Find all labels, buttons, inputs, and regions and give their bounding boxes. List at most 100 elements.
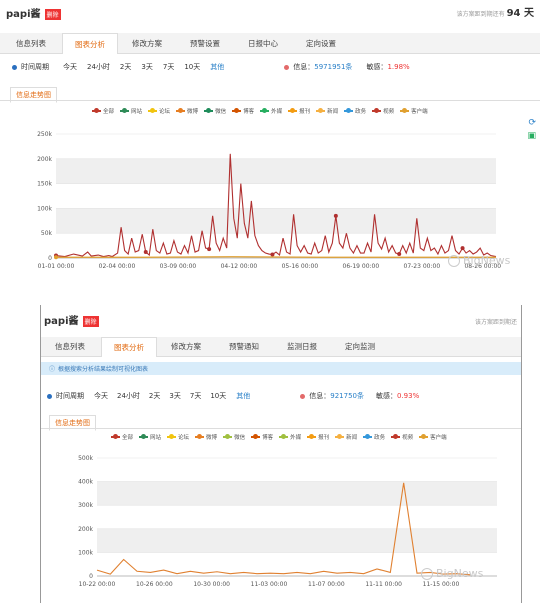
s1-y-tick-0: 0 [48, 255, 52, 262]
s1-y-tick-4: 200k [37, 156, 52, 163]
s2-legend-item-1[interactable]: 网站 [139, 433, 161, 441]
s2-series-line-0 [96, 482, 471, 576]
s2-legend-item-8[interactable]: 新闻 [335, 433, 357, 441]
period-other-link[interactable]: 其他 [210, 63, 225, 71]
period-options-2: 今天 24小时 2天 3天 7天 10天 [94, 391, 226, 401]
s2-legend-item-5[interactable]: 博客 [251, 433, 273, 441]
s1-tab-0[interactable]: 信息列表 [16, 38, 46, 48]
s2-period-option-3[interactable]: 3天 [169, 392, 181, 400]
s1-x-tick-5: 06-19 00:00 [343, 263, 380, 270]
refresh-icon[interactable]: ⟳ [528, 118, 536, 128]
chart-tab-trend-2[interactable]: 信息走势图 [49, 415, 96, 431]
s2-tab-2[interactable]: 修改方案 [171, 342, 201, 351]
s1-legend-item-3[interactable]: 微博 [176, 107, 198, 115]
s1-tab-1[interactable]: 图表分析 [62, 33, 118, 54]
s1-tab-3[interactable]: 预警设置 [190, 38, 220, 48]
watermark-2: BigNews [421, 567, 483, 580]
s2-period-option-5[interactable]: 10天 [210, 392, 227, 400]
s2-grid-band-3 [97, 481, 497, 506]
s1-legend-label-3: 微博 [187, 109, 199, 115]
s1-legend-item-4[interactable]: 微信 [204, 107, 226, 115]
s2-legend-label-10: 视频 [402, 435, 414, 441]
s2-x-tick-4: 11-07 00:00 [308, 581, 345, 588]
info-count-2[interactable]: 921750条 [330, 392, 364, 400]
chart-tab-trend[interactable]: 信息走势图 [10, 87, 57, 103]
s1-legend-label-9: 政务 [355, 109, 367, 115]
s1-period-option-5[interactable]: 10天 [184, 63, 201, 71]
s2-tab-4[interactable]: 监测日报 [287, 342, 317, 351]
info-label: 信息： [293, 63, 315, 71]
project-title-text-2: papi酱 [44, 316, 79, 327]
s1-series-line-0 [55, 153, 497, 258]
s2-legend-item-7[interactable]: 报刊 [307, 433, 329, 441]
s2-period-option-2[interactable]: 2天 [148, 392, 161, 400]
period-bar-2: 时间周期 今天 24小时 2天 3天 7天 10天 其他 信息： 921750条 敏感： … [41, 389, 521, 403]
s2-legend-item-10[interactable]: 视频 [391, 433, 413, 441]
s2-legend-label-6: 外媒 [290, 435, 302, 441]
s1-tab-5[interactable]: 定向设置 [306, 38, 336, 48]
s1-legend-item-9[interactable]: 政务 [344, 107, 366, 115]
s1-period-option-2[interactable]: 2天 [119, 63, 132, 71]
s2-legend-marker-9 [363, 434, 373, 439]
s2-legend-item-6[interactable]: 外媒 [279, 433, 301, 441]
s1-legend-item-2[interactable]: 论坛 [148, 107, 170, 115]
s1-legend-label-2: 论坛 [159, 109, 171, 115]
delete-badge[interactable]: 删除 [44, 8, 61, 20]
s2-legend-item-0[interactable]: 全部 [111, 433, 133, 441]
s1-x-tick-0: 01-01 00:00 [38, 263, 75, 270]
s2-legend-item-4[interactable]: 微信 [223, 433, 245, 441]
watermark: BigNews [448, 254, 510, 267]
s2-period-option-0[interactable]: 今天 [94, 392, 108, 400]
s2-tab-5[interactable]: 定向监测 [345, 342, 375, 351]
s1-legend-item-7[interactable]: 报刊 [288, 107, 310, 115]
s2-legend-label-0: 全部 [122, 435, 134, 441]
s2-legend-item-9[interactable]: 政务 [363, 433, 385, 441]
s2-tab-3[interactable]: 预警通知 [229, 342, 259, 351]
s1-legend-item-5[interactable]: 博客 [232, 107, 254, 115]
s2-legend-label-1: 网站 [150, 435, 162, 441]
s2-x-tick-5: 11-11 00:00 [365, 581, 402, 588]
s1-legend-item-6[interactable]: 外媒 [260, 107, 282, 115]
s1-legend-marker-2 [148, 108, 158, 113]
info-count[interactable]: 5971951条 [314, 63, 353, 71]
s1-period-option-1[interactable]: 24小时 [87, 63, 110, 71]
screenshot-top: papi酱 删除 该方案距到期还有 94 天 信息列表 图表分析 修改方案 预警设置 日报… [0, 0, 540, 282]
s2-legend-marker-7 [307, 434, 317, 439]
s1-legend-item-8[interactable]: 新闻 [316, 107, 338, 115]
s2-tab-1[interactable]: 图表分析 [101, 337, 157, 357]
s2-legend-label-11: 客户端 [430, 435, 447, 441]
s2-period-option-1[interactable]: 24小时 [117, 392, 140, 400]
s1-period-option-4[interactable]: 7天 [162, 63, 175, 71]
s2-y-tick-0: 0 [89, 573, 93, 580]
period-other-link-2[interactable]: 其他 [236, 392, 251, 400]
s1-legend-item-10[interactable]: 视频 [372, 107, 394, 115]
s1-legend-item-0[interactable]: 全部 [92, 107, 114, 115]
export-icon[interactable]: ▣ [527, 131, 536, 141]
delete-badge-2[interactable]: 删除 [82, 315, 99, 327]
s2-legend-item-11[interactable]: 客户端 [419, 433, 447, 441]
s1-period-option-0[interactable]: 今天 [63, 63, 77, 71]
trend-chart-2: 0 100k 200k 300k 400k 500k 10-22 00:00 10-26 00… [78, 455, 497, 588]
s1-legend-item-1[interactable]: 网站 [120, 107, 142, 115]
sensitive-value: 1.98% [387, 63, 410, 71]
s2-period-option-4[interactable]: 7天 [189, 392, 202, 400]
s1-period-option-3[interactable]: 3天 [141, 63, 153, 71]
s1-legend-item-11[interactable]: 客户端 [400, 107, 428, 115]
s1-legend-label-5: 博客 [243, 109, 255, 115]
s1-tab-2[interactable]: 修改方案 [132, 38, 162, 48]
s2-y-tick-1: 100k [78, 549, 93, 556]
s2-legend-marker-1 [139, 434, 149, 439]
s2-legend-marker-10 [391, 434, 401, 439]
s2-legend-item-2[interactable]: 论坛 [167, 433, 189, 441]
expire-label-2: 该方案距到期还 [474, 319, 517, 326]
s1-legend-marker-3 [176, 108, 186, 113]
s2-legend-item-3[interactable]: 微博 [195, 433, 217, 441]
s2-grid-band-1 [97, 528, 497, 553]
s1-tab-4[interactable]: 日报中心 [248, 38, 278, 48]
s2-tab-0[interactable]: 信息列表 [55, 342, 85, 351]
s2-legend-marker-4 [223, 434, 233, 439]
s2-x-tick-2: 10-30 00:00 [193, 581, 230, 588]
info-dot-icon [284, 64, 290, 70]
watermark-text: BigNews [463, 254, 511, 267]
s1-series-0-point-54 [270, 252, 275, 257]
